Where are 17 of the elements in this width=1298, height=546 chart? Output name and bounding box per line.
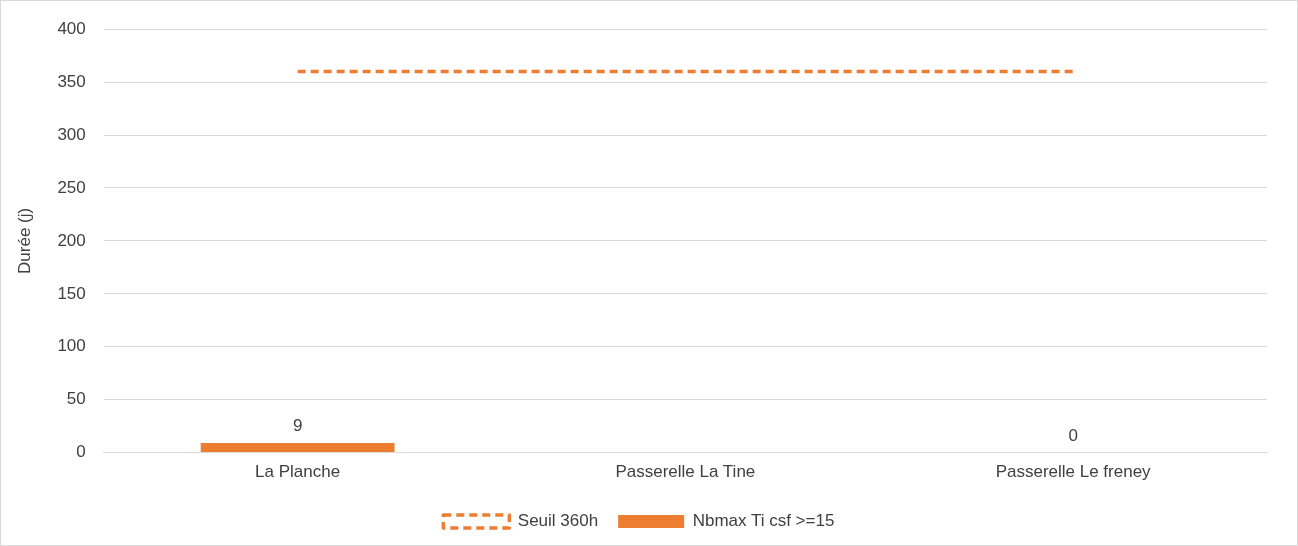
y-tick-label: 200 [57, 230, 86, 250]
y-tick-label: 300 [57, 124, 86, 144]
y-tick-label: 350 [57, 71, 86, 91]
legend-label: Seuil 360h [517, 511, 599, 531]
y-tick-label: 150 [57, 283, 86, 303]
legend-label: Nbmax Ti csf >=15 [692, 511, 835, 531]
x-tick-label: La Planche [255, 462, 341, 482]
x-tick-label: Passerelle La Tine [615, 462, 756, 482]
x-tick-label: Passerelle Le freney [995, 462, 1152, 482]
y-axis-title: Durée (j) [14, 207, 34, 274]
data-label: 9 [292, 416, 303, 436]
y-tick-label: 250 [57, 177, 86, 197]
y-tick-label: 50 [66, 389, 86, 409]
data-label: 0 [1068, 425, 1078, 445]
y-tick-label: 100 [57, 336, 86, 356]
y-tick-label: 0 [76, 442, 86, 462]
y-tick-label: 400 [57, 18, 86, 38]
